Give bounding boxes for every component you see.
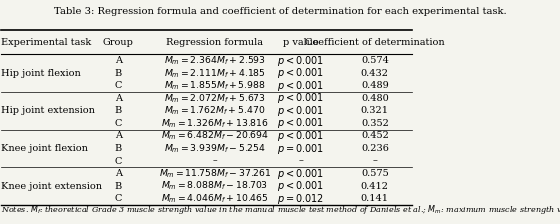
Text: A: A <box>115 131 122 140</box>
Text: B: B <box>115 69 122 78</box>
Text: $M_m = 6.482M_f - 20.694$: $M_m = 6.482M_f - 20.694$ <box>161 130 269 142</box>
Text: 0.321: 0.321 <box>361 106 389 115</box>
Text: B: B <box>115 182 122 191</box>
Text: $M_m = 3.939M_f - 5.254$: $M_m = 3.939M_f - 5.254$ <box>164 142 265 155</box>
Text: A: A <box>115 169 122 178</box>
Text: 0.141: 0.141 <box>361 194 389 203</box>
Text: 0.480: 0.480 <box>361 94 389 103</box>
Text: Notes. $M_f$: theoretical Grade 3 muscle strength value in the manual muscle tes: Notes. $M_f$: theoretical Grade 3 muscle… <box>1 203 560 216</box>
Text: $p < 0.001$: $p < 0.001$ <box>277 66 325 80</box>
Text: 0.452: 0.452 <box>361 131 389 140</box>
Text: Hip joint flexion: Hip joint flexion <box>1 69 81 78</box>
Text: 0.574: 0.574 <box>361 56 389 65</box>
Text: $M_m = 2.111M_f + 4.185$: $M_m = 2.111M_f + 4.185$ <box>164 67 265 80</box>
Text: C: C <box>115 157 122 166</box>
Text: $M_m = 2.072M_f + 5.673$: $M_m = 2.072M_f + 5.673$ <box>164 92 266 105</box>
Text: Hip joint extension: Hip joint extension <box>1 106 95 115</box>
Text: 0.412: 0.412 <box>361 182 389 191</box>
Text: p value: p value <box>283 38 319 47</box>
Text: $p < 0.001$: $p < 0.001$ <box>277 129 325 143</box>
Text: C: C <box>115 81 122 90</box>
Text: –: – <box>372 157 377 166</box>
Text: $p < 0.001$: $p < 0.001$ <box>277 91 325 105</box>
Text: 0.575: 0.575 <box>361 169 389 178</box>
Text: $M_m = 1.855M_f + 5.988$: $M_m = 1.855M_f + 5.988$ <box>164 80 265 92</box>
Text: $M_m = 1.762M_f + 5.470$: $M_m = 1.762M_f + 5.470$ <box>164 105 265 117</box>
Text: $M_m = 8.088M_f - 18.703$: $M_m = 8.088M_f - 18.703$ <box>161 180 268 192</box>
Text: $p < 0.001$: $p < 0.001$ <box>277 104 325 118</box>
Text: 0.236: 0.236 <box>361 144 389 153</box>
Text: C: C <box>115 194 122 203</box>
Text: Knee joint extension: Knee joint extension <box>1 182 102 191</box>
Text: Group: Group <box>103 38 134 47</box>
Text: $M_m = 2.364M_f + 2.593$: $M_m = 2.364M_f + 2.593$ <box>164 54 265 67</box>
Text: B: B <box>115 106 122 115</box>
Text: –: – <box>212 157 217 166</box>
Text: A: A <box>115 94 122 103</box>
Text: 0.432: 0.432 <box>361 69 389 78</box>
Text: B: B <box>115 144 122 153</box>
Text: Experimental task: Experimental task <box>1 38 92 47</box>
Text: $p = 0.001$: $p = 0.001$ <box>277 142 325 155</box>
Text: Regression formula: Regression formula <box>166 38 263 47</box>
Text: $p < 0.001$: $p < 0.001$ <box>277 116 325 130</box>
Text: $p < 0.001$: $p < 0.001$ <box>277 179 325 193</box>
Text: $p < 0.001$: $p < 0.001$ <box>277 79 325 93</box>
Text: $M_m = 4.046M_f + 10.465$: $M_m = 4.046M_f + 10.465$ <box>161 192 269 205</box>
Text: $p < 0.001$: $p < 0.001$ <box>277 167 325 181</box>
Text: Coefficient of determination: Coefficient of determination <box>305 38 445 47</box>
Text: Table 3: Regression formula and coefficient of determination for each experiment: Table 3: Regression formula and coeffici… <box>54 7 506 16</box>
Text: 0.489: 0.489 <box>361 81 389 90</box>
Text: $M_m = 11.758M_f - 37.261$: $M_m = 11.758M_f - 37.261$ <box>158 167 271 180</box>
Text: –: – <box>298 157 304 166</box>
Text: $M_m = 1.326M_f + 13.816$: $M_m = 1.326M_f + 13.816$ <box>161 117 269 130</box>
Text: $p < 0.001$: $p < 0.001$ <box>277 54 325 68</box>
Text: C: C <box>115 119 122 128</box>
Text: $p = 0.012$: $p = 0.012$ <box>277 192 324 206</box>
Text: Knee joint flexion: Knee joint flexion <box>1 144 88 153</box>
Text: 0.352: 0.352 <box>361 119 389 128</box>
Text: A: A <box>115 56 122 65</box>
